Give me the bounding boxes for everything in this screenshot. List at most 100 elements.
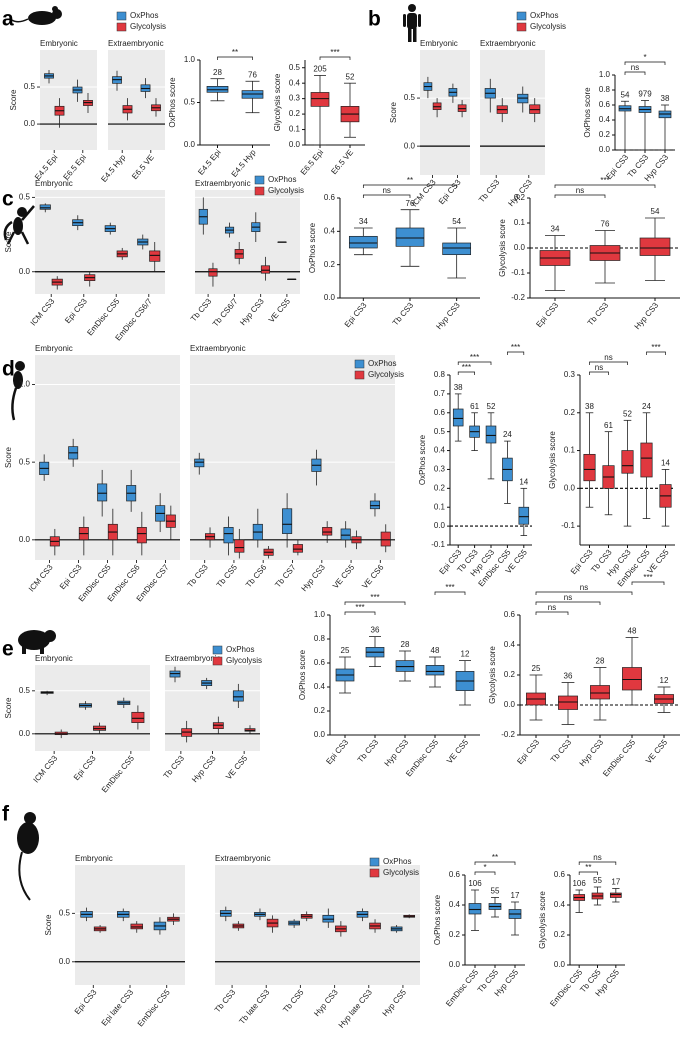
x-tick-label: E4.5 Hyp bbox=[230, 147, 258, 178]
facet-title: Embryonic bbox=[35, 654, 73, 663]
box bbox=[452, 408, 464, 427]
y-tick-label: 0.7 bbox=[434, 389, 446, 398]
count-label: 52 bbox=[487, 402, 496, 411]
x-tick-label: Tb CS6/7 bbox=[211, 296, 240, 328]
significance-label: *** bbox=[470, 353, 479, 362]
legend-label: OxPhos bbox=[130, 11, 158, 20]
box bbox=[590, 685, 610, 700]
significance-bracket bbox=[624, 61, 666, 65]
x-tick-label: E4.5 Hyp bbox=[99, 152, 127, 183]
significance-bracket bbox=[624, 71, 646, 75]
x-tick-label: EmDisc CS5 bbox=[100, 753, 136, 794]
facet-title: Extraembryonic bbox=[190, 344, 246, 353]
y-tick-label: -0.1 bbox=[561, 521, 575, 530]
x-tick-label: Epi CS3 bbox=[534, 300, 560, 329]
box bbox=[640, 442, 653, 478]
y-tick-label: 0.4 bbox=[324, 226, 336, 235]
significance-bracket bbox=[589, 371, 609, 375]
y-axis-label: OxPhos score bbox=[418, 434, 427, 485]
count-label: 28 bbox=[401, 640, 410, 649]
x-tick-label: Hyp late CS3 bbox=[337, 987, 375, 1029]
facet-background bbox=[35, 665, 150, 751]
box bbox=[380, 531, 391, 547]
significance-label: ns bbox=[382, 186, 390, 195]
facet-title: Embryonic bbox=[35, 344, 73, 353]
y-axis-label: OxPhos score bbox=[168, 77, 177, 128]
x-tick-label: Hyp CS3 bbox=[190, 753, 218, 784]
legend-label: OxPhos bbox=[226, 645, 254, 654]
x-tick-label: Epi CS3 bbox=[63, 296, 89, 325]
y-tick-label: 0.2 bbox=[554, 930, 566, 939]
x-tick-label: E6.5 VE bbox=[329, 148, 355, 176]
y-tick-label: 0.2 bbox=[599, 130, 611, 139]
x-tick-label: E6.5 Epi bbox=[299, 148, 325, 177]
box bbox=[622, 667, 642, 691]
facet-background bbox=[75, 865, 185, 985]
facet-background bbox=[108, 50, 165, 150]
human-icon bbox=[403, 4, 421, 42]
pig-icon bbox=[18, 630, 56, 654]
significance-bracket bbox=[589, 361, 628, 365]
x-tick-label: VE CS5 bbox=[267, 296, 293, 324]
count-label: 106 bbox=[468, 879, 482, 888]
box bbox=[485, 425, 497, 444]
x-tick-label: ICM CS3 bbox=[27, 562, 55, 593]
y-axis-label: Score bbox=[389, 102, 398, 123]
x-tick-label: Tb CS3 bbox=[189, 296, 214, 323]
significance-label: ns bbox=[595, 363, 603, 372]
y-tick-label: 0.0 bbox=[449, 960, 461, 969]
opossum-icon bbox=[17, 812, 39, 901]
count-label: 38 bbox=[585, 402, 594, 411]
facet-title: Embryonic bbox=[420, 39, 458, 48]
count-label: 28 bbox=[596, 657, 605, 666]
count-label: 48 bbox=[431, 646, 440, 655]
box bbox=[583, 453, 596, 482]
y-tick-label: 0.6 bbox=[504, 610, 516, 619]
legend-swatch bbox=[116, 22, 127, 32]
significance-bracket bbox=[217, 56, 253, 60]
y-axis-label: Score bbox=[9, 89, 18, 110]
y-tick-label: 0.6 bbox=[314, 658, 326, 667]
legend-label: Glycolysis bbox=[268, 186, 304, 195]
y-tick-label: 0.2 bbox=[434, 483, 446, 492]
x-tick-label: Epi CS3 bbox=[437, 177, 463, 206]
box bbox=[609, 892, 622, 898]
legend-swatch bbox=[354, 359, 365, 369]
y-tick-label: 0.1 bbox=[289, 125, 301, 134]
count-label: 61 bbox=[470, 402, 479, 411]
y-tick-label: 0.2 bbox=[324, 260, 336, 269]
facet-background bbox=[190, 355, 395, 560]
significance-bracket bbox=[474, 871, 496, 875]
legend-label: Glycolysis bbox=[368, 370, 404, 379]
y-tick-label: 0.0 bbox=[19, 267, 31, 276]
y-tick-label: 0.5 bbox=[289, 63, 301, 72]
significance-label: ** bbox=[585, 863, 591, 872]
y-axis-label: OxPhos score bbox=[583, 87, 592, 138]
box bbox=[348, 235, 378, 249]
y-tick-label: 0.6 bbox=[449, 870, 461, 879]
legend-label: Glycolysis bbox=[130, 22, 166, 31]
x-tick-label: EmDisc CS5 bbox=[601, 737, 637, 778]
legend-label: OxPhos bbox=[383, 857, 411, 866]
y-tick-label: 0.0 bbox=[564, 483, 576, 492]
y-tick-label: 0.6 bbox=[554, 870, 566, 879]
y-tick-label: 0.8 bbox=[599, 85, 611, 94]
box bbox=[292, 544, 303, 553]
x-tick-label: Tb CS5 bbox=[281, 987, 306, 1014]
legend-swatch bbox=[212, 645, 223, 655]
monkey-icon bbox=[3, 205, 35, 245]
count-label: 25 bbox=[532, 664, 541, 673]
count-label: 76 bbox=[248, 70, 257, 79]
x-tick-label: EmDisc CS5 bbox=[85, 296, 121, 337]
legend-swatch bbox=[369, 857, 380, 867]
y-tick-label: 0.2 bbox=[449, 930, 461, 939]
x-tick-label: Tb late CS3 bbox=[237, 987, 271, 1026]
count-label: 38 bbox=[454, 383, 463, 392]
significance-label: *** bbox=[355, 603, 364, 612]
y-tick-label: 0.0 bbox=[24, 119, 36, 128]
significance-label: *** bbox=[330, 48, 339, 57]
count-label: 61 bbox=[604, 421, 613, 430]
box bbox=[369, 500, 381, 510]
count-label: 28 bbox=[213, 68, 222, 77]
